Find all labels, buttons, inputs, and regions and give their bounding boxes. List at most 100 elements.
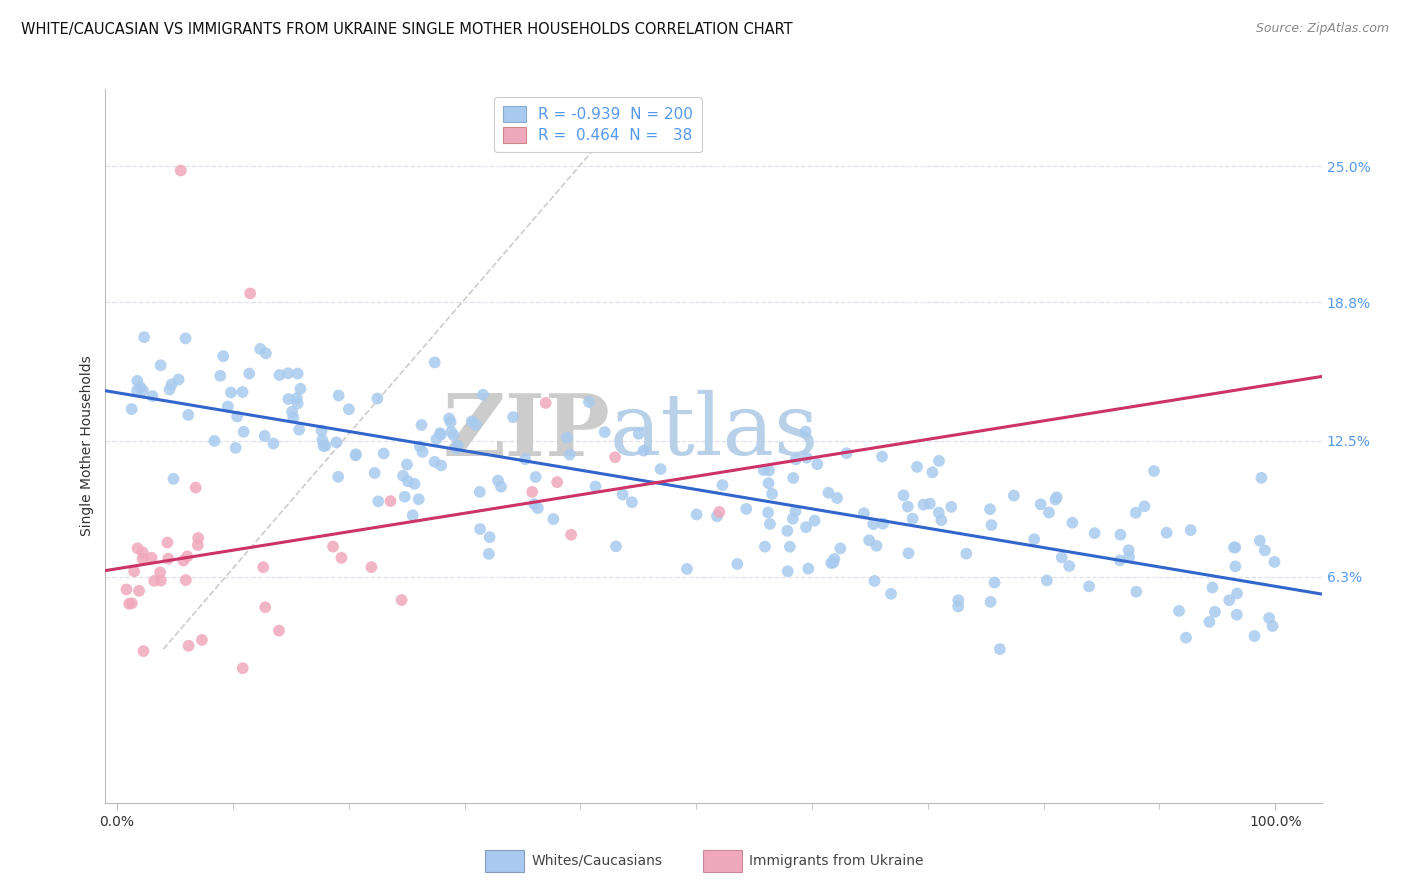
Point: [149, 358, 172, 372]
Point: [1036, 574, 1059, 588]
Point: [1198, 615, 1220, 629]
Point: [948, 599, 970, 614]
Point: [219, 385, 242, 400]
Point: [901, 511, 924, 525]
Point: [725, 557, 748, 571]
Point: [373, 446, 395, 460]
Point: [412, 445, 434, 459]
Point: [325, 435, 347, 450]
Point: [905, 459, 928, 474]
Text: WHITE/CAUCASIAN VS IMMIGRANTS FROM UKRAINE SINGLE MOTHER HOUSEHOLDS CORRELATION : WHITE/CAUCASIAN VS IMMIGRANTS FROM UKRAI…: [21, 22, 793, 37]
Point: [948, 593, 970, 607]
Point: [752, 463, 775, 477]
Point: [212, 349, 235, 363]
Point: [131, 551, 153, 566]
Point: [865, 539, 887, 553]
Point: [156, 535, 179, 549]
Point: [404, 476, 426, 491]
Point: [776, 564, 799, 578]
Point: [870, 450, 893, 464]
Point: [262, 436, 284, 450]
Point: [288, 423, 311, 437]
Point: [555, 431, 578, 445]
Point: [157, 551, 180, 566]
Point: [254, 600, 277, 615]
Point: [360, 560, 382, 574]
Point: [1118, 550, 1140, 565]
Point: [858, 533, 880, 548]
Point: [1261, 619, 1284, 633]
Point: [872, 516, 894, 531]
Point: [330, 550, 353, 565]
Point: [593, 425, 616, 439]
Text: Source: ZipAtlas.com: Source: ZipAtlas.com: [1256, 22, 1389, 36]
Point: [209, 368, 232, 383]
Point: [440, 415, 463, 429]
Point: [239, 286, 262, 301]
Point: [524, 470, 547, 484]
Point: [312, 439, 335, 453]
Point: [1225, 559, 1247, 574]
Point: [277, 366, 299, 380]
Point: [558, 448, 581, 462]
Point: [311, 433, 333, 447]
Point: [543, 512, 565, 526]
Point: [1029, 497, 1052, 511]
Point: [980, 595, 1002, 609]
Point: [472, 387, 495, 401]
Point: [1038, 506, 1060, 520]
Point: [127, 541, 149, 556]
Point: [232, 661, 254, 675]
Point: [267, 624, 290, 638]
Point: [1204, 605, 1226, 619]
Point: [409, 440, 432, 454]
Point: [231, 384, 253, 399]
Point: [912, 498, 935, 512]
Point: [1133, 500, 1156, 514]
Point: [396, 475, 419, 489]
Point: [149, 566, 172, 580]
Point: [437, 411, 460, 425]
Point: [174, 573, 197, 587]
Bar: [485, 849, 524, 872]
Point: [287, 367, 309, 381]
Point: [1125, 506, 1147, 520]
Point: [392, 468, 415, 483]
Point: [835, 446, 858, 460]
Point: [526, 501, 548, 516]
Point: [823, 552, 845, 566]
Point: [513, 452, 536, 467]
Point: [489, 480, 512, 494]
Point: [269, 368, 291, 382]
Point: [429, 426, 451, 441]
Point: [170, 163, 193, 178]
Point: [776, 524, 799, 538]
Point: [411, 417, 433, 432]
Point: [328, 388, 350, 402]
Point: [1250, 471, 1272, 485]
Point: [217, 400, 239, 414]
Point: [980, 518, 1002, 533]
Point: [1249, 533, 1271, 548]
Point: [226, 409, 249, 424]
Point: [287, 396, 309, 410]
Point: [425, 432, 447, 446]
Point: [754, 540, 776, 554]
Point: [167, 373, 190, 387]
Point: [160, 377, 183, 392]
Point: [820, 556, 842, 570]
Point: [782, 512, 804, 526]
Point: [797, 562, 820, 576]
Point: [983, 575, 1005, 590]
Bar: [703, 849, 742, 872]
Point: [1263, 555, 1285, 569]
Point: [627, 426, 650, 441]
Point: [817, 485, 839, 500]
Point: [285, 391, 308, 405]
Point: [534, 396, 557, 410]
Point: [782, 471, 804, 485]
Point: [162, 472, 184, 486]
Legend: R = -0.939  N = 200, R =  0.464  N =   38: R = -0.939 N = 200, R = 0.464 N = 38: [494, 97, 702, 153]
Point: [290, 382, 312, 396]
Point: [1243, 629, 1265, 643]
